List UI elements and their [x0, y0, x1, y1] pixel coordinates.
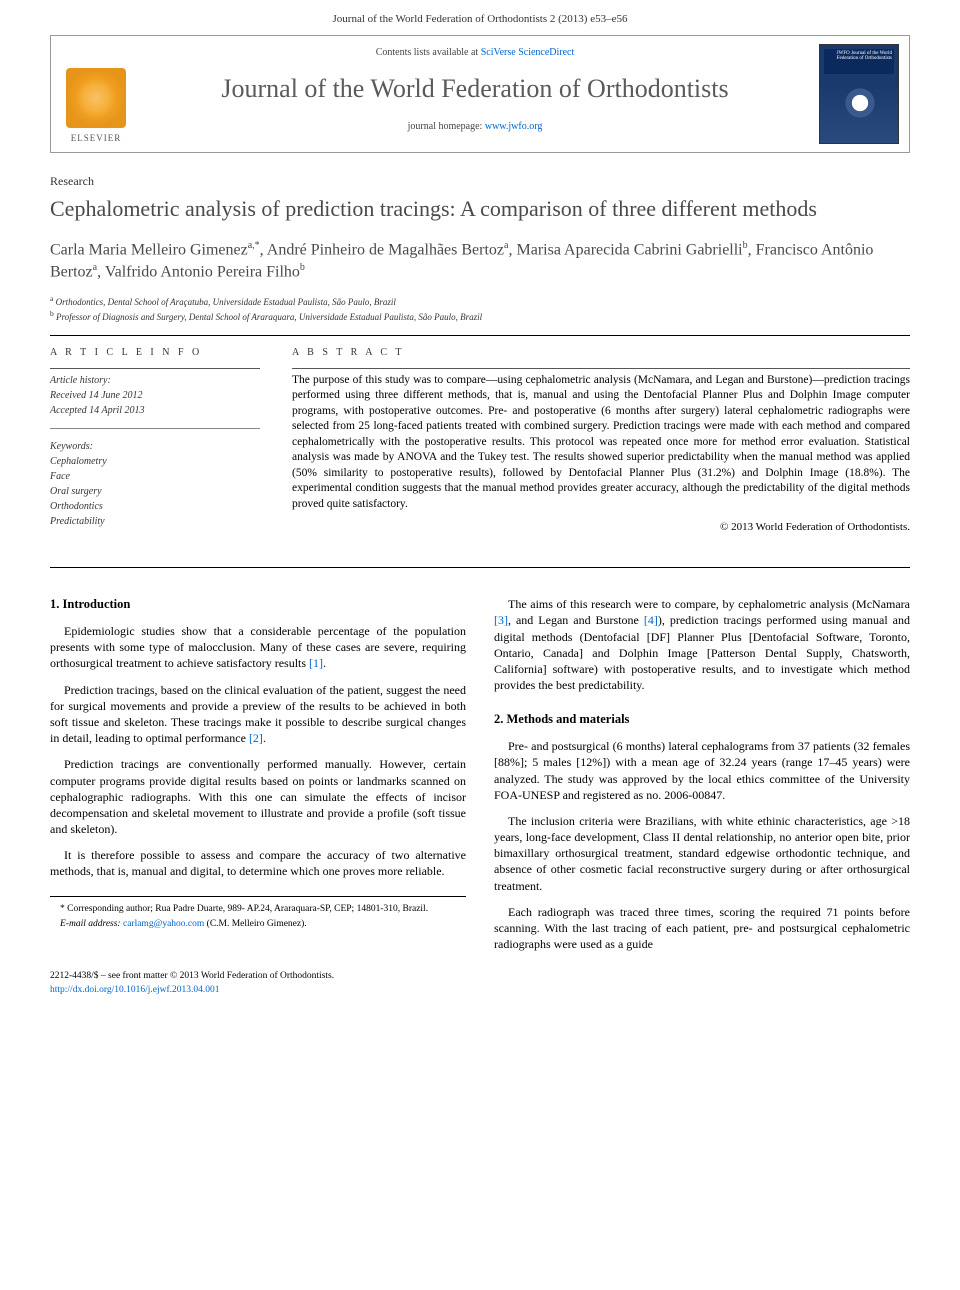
email-line: E-mail address: carlamg@yahoo.com (C.M. … [50, 918, 466, 931]
abstract-column: A B S T R A C T The purpose of this stud… [292, 346, 910, 535]
journal-title: Journal of the World Federation of Ortho… [149, 71, 801, 106]
ref-link[interactable]: [3] [494, 613, 508, 627]
history-label: Article history: [50, 373, 260, 388]
contents-line: Contents lists available at SciVerse Sci… [149, 46, 801, 60]
ref-link[interactable]: [4] [644, 613, 658, 627]
page-header: Journal of the World Federation of Ortho… [0, 0, 960, 35]
journal-banner: ELSEVIER Contents lists available at Sci… [50, 35, 910, 153]
divider [50, 428, 260, 429]
contents-prefix: Contents lists available at [376, 47, 481, 58]
keyword: Orthodontics [50, 499, 260, 514]
divider [50, 335, 910, 336]
author: , Marisa Aparecida Cabrini Gabrielli [508, 241, 742, 258]
keyword: Oral surgery [50, 484, 260, 499]
homepage-link[interactable]: www.jwfo.org [485, 121, 543, 132]
footer-bar: 2212-4438/$ – see front matter © 2013 Wo… [50, 970, 910, 997]
accepted-date: Accepted 14 April 2013 [50, 403, 260, 418]
paragraph: It is therefore possible to assess and c… [50, 847, 466, 879]
ref-link[interactable]: [1] [309, 656, 323, 670]
article-type: Research [50, 173, 910, 189]
front-matter-line: 2212-4438/$ – see front matter © 2013 Wo… [50, 970, 910, 983]
paragraph: The inclusion criteria were Brazilians, … [494, 813, 910, 894]
publisher-block: ELSEVIER [51, 36, 141, 152]
article-title: Cephalometric analysis of prediction tra… [50, 195, 910, 223]
header-citation: Journal of the World Federation of Ortho… [333, 13, 628, 25]
paragraph: Pre- and postsurgical (6 months) lateral… [494, 738, 910, 803]
cover-title: JWFO Journal of the World Federation of … [826, 51, 892, 62]
divider [50, 567, 910, 568]
paragraph: Prediction tracings, based on the clinic… [50, 682, 466, 747]
author-sup: b [300, 262, 305, 273]
affiliations: a Orthodontics, Dental School of Araçatu… [50, 294, 910, 323]
homepage-line: journal homepage: www.jwfo.org [149, 120, 801, 134]
sciencedirect-link[interactable]: SciVerse ScienceDirect [481, 47, 575, 58]
keyword: Cephalometry [50, 454, 260, 469]
paragraph: Epidemiologic studies show that a consid… [50, 623, 466, 672]
author: Carla Maria Melleiro Gimenez [50, 241, 248, 258]
paragraph: Prediction tracings are conventionally p… [50, 756, 466, 837]
keywords-label: Keywords: [50, 439, 260, 454]
author-sup: a,* [248, 240, 260, 251]
article-history: Article history: Received 14 June 2012 A… [50, 373, 260, 418]
keyword: Face [50, 469, 260, 484]
affiliation-b: Professor of Diagnosis and Surgery, Dent… [54, 312, 482, 322]
author-list: Carla Maria Melleiro Gimeneza,*, André P… [50, 239, 910, 284]
affiliation-a: Orthodontics, Dental School of Araçatuba… [53, 297, 396, 307]
divider [292, 368, 910, 369]
corresponding-author: * Corresponding author; Rua Padre Duarte… [50, 903, 466, 916]
elsevier-label: ELSEVIER [71, 132, 122, 144]
author: , Valfrido Antonio Pereira Filho [97, 264, 300, 281]
ref-link[interactable]: [2] [249, 731, 263, 745]
received-date: Received 14 June 2012 [50, 388, 260, 403]
banner-center: Contents lists available at SciVerse Sci… [141, 36, 809, 152]
keywords-block: Keywords: Cephalometry Face Oral surgery… [50, 439, 260, 529]
author: , André Pinheiro de Magalhães Bertoz [260, 241, 504, 258]
doi-link[interactable]: http://dx.doi.org/10.1016/j.ejwf.2013.04… [50, 985, 220, 995]
article-info-label: A R T I C L E I N F O [50, 346, 260, 360]
banner-right: JWFO Journal of the World Federation of … [809, 36, 909, 152]
homepage-prefix: journal homepage: [408, 121, 485, 132]
section-heading-methods: 2. Methods and materials [494, 711, 910, 728]
journal-cover-thumbnail: JWFO Journal of the World Federation of … [819, 44, 899, 144]
email-link[interactable]: carlamg@yahoo.com [123, 919, 204, 929]
abstract-label: A B S T R A C T [292, 346, 910, 360]
section-heading-intro: 1. Introduction [50, 596, 466, 613]
copyright-line: © 2013 World Federation of Orthodontists… [292, 520, 910, 535]
keyword: Predictability [50, 514, 260, 529]
elsevier-tree-icon [66, 68, 126, 128]
paragraph: Each radiograph was traced three times, … [494, 904, 910, 953]
paragraph: The aims of this research were to compar… [494, 596, 910, 693]
article-body: 1. Introduction Epidemiologic studies sh… [50, 596, 910, 952]
article-info-column: A R T I C L E I N F O Article history: R… [50, 346, 260, 535]
abstract-text: The purpose of this study was to compare… [292, 373, 910, 513]
divider [50, 368, 260, 369]
footnotes: * Corresponding author; Rua Padre Duarte… [50, 896, 466, 932]
